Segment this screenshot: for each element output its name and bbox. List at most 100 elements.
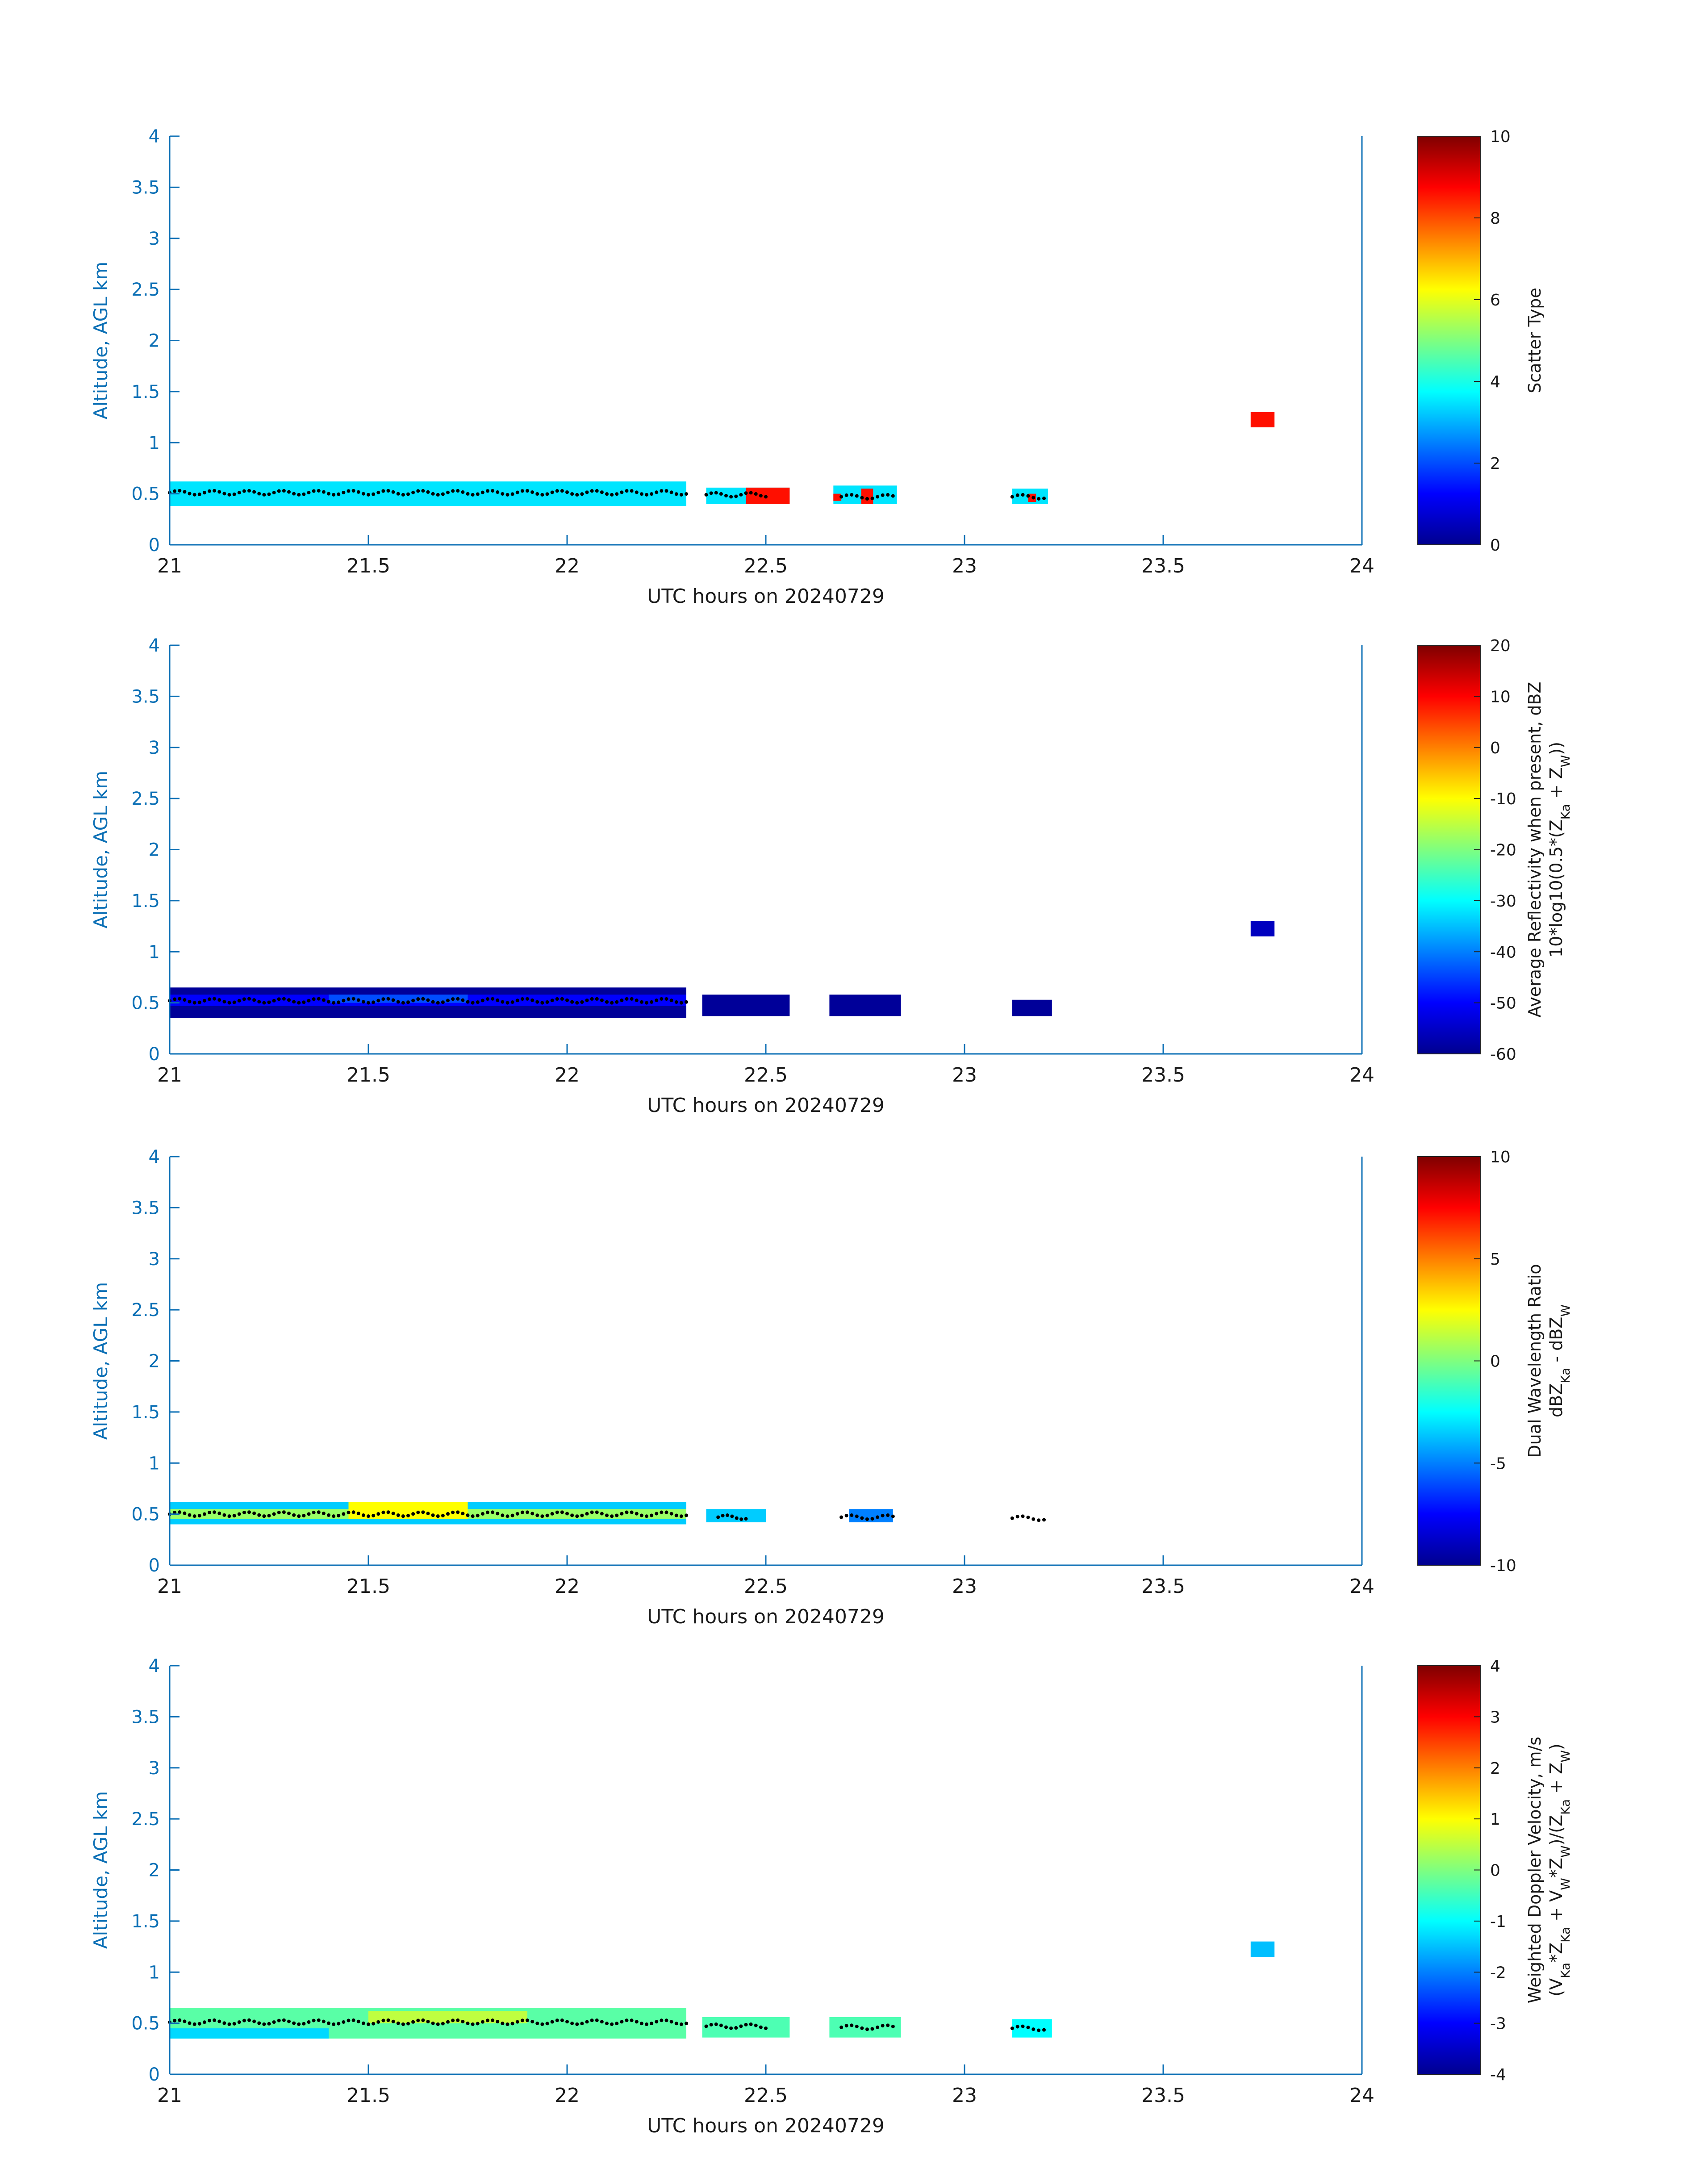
trace-dot <box>287 2019 291 2023</box>
trace-dot <box>262 2022 266 2026</box>
trace-dot <box>860 1516 864 1520</box>
trace-dot <box>639 2022 643 2026</box>
trace-dot <box>645 2022 648 2026</box>
trace-dot <box>545 492 549 496</box>
x-tick-label: 24 <box>1349 1575 1374 1598</box>
y-tick-label: 0.5 <box>131 1504 160 1525</box>
trace-dot <box>650 1000 654 1004</box>
trace-dot <box>679 493 683 497</box>
trace-dot <box>639 1513 643 1517</box>
trace-dot <box>361 1000 365 1004</box>
x-tick-label: 23.5 <box>1141 555 1185 577</box>
trace-dot <box>332 1514 336 1518</box>
trace-dot <box>590 997 594 1001</box>
trace-dot <box>173 2018 177 2022</box>
trace-dot <box>292 1000 296 1004</box>
trace-dot <box>620 1512 624 1516</box>
trace-dot <box>347 489 351 493</box>
trace-dot <box>317 1510 321 1514</box>
x-tick-label: 21 <box>157 1575 182 1598</box>
trace-dot <box>351 489 355 493</box>
trace-dot <box>197 1000 201 1004</box>
trace-dot <box>446 2020 450 2024</box>
y-tick-label: 0 <box>149 2064 160 2085</box>
trace-dot <box>232 492 236 496</box>
trace-dot <box>451 1510 455 1514</box>
heatmap-block <box>1250 1941 1275 1957</box>
trace-dot <box>520 2018 524 2022</box>
trace-dot <box>416 1510 420 1514</box>
trace-dot <box>501 1513 505 1517</box>
trace-dot <box>327 2021 330 2025</box>
colorbar-tick-label: -50 <box>1490 994 1516 1013</box>
y-tick-label: 2.5 <box>131 280 160 300</box>
trace-dot <box>655 490 659 494</box>
trace-dot <box>367 2022 370 2026</box>
trace-dot <box>372 492 376 496</box>
trace-dot <box>431 492 435 496</box>
trace-dot <box>386 489 390 493</box>
trace-dot <box>461 2019 465 2023</box>
trace-dot <box>436 1514 440 1518</box>
trace-dot <box>560 1510 564 1514</box>
trace-dot <box>669 490 673 494</box>
y-tick-label: 0 <box>149 1555 160 1576</box>
x-tick-label: 23.5 <box>1141 1064 1185 1086</box>
trace-dot <box>406 1000 410 1004</box>
trace-dot <box>679 2022 683 2026</box>
trace-dot <box>222 1513 226 1517</box>
trace-dot <box>381 489 385 493</box>
x-tick-label: 23 <box>952 555 977 577</box>
trace-dot <box>735 1516 739 1520</box>
y-tick-label: 4 <box>149 126 160 147</box>
trace-dot <box>1010 2027 1014 2031</box>
trace-dot <box>441 492 445 496</box>
trace-dot <box>292 2021 296 2025</box>
trace-dot <box>416 489 420 493</box>
trace-dot <box>252 2019 256 2023</box>
trace-dot <box>178 489 182 493</box>
trace-dot <box>590 1510 594 1514</box>
trace-dot <box>237 491 241 495</box>
trace-dot <box>322 2019 326 2023</box>
trace-dot <box>530 998 535 1002</box>
trace-dot <box>347 997 351 1001</box>
trace-dot <box>844 493 848 497</box>
trace-dot <box>466 1000 470 1004</box>
trace-dot <box>595 489 599 493</box>
trace-dot <box>411 1512 415 1516</box>
trace-dot <box>317 2018 321 2022</box>
trace-dot <box>844 1513 848 1517</box>
trace-dot <box>197 492 201 496</box>
y-tick-label: 2 <box>149 331 160 351</box>
trace-dot <box>526 997 529 1001</box>
trace-dot <box>555 2018 559 2022</box>
trace-dot <box>416 997 420 1001</box>
trace-dot <box>555 489 559 493</box>
trace-dot <box>635 490 639 494</box>
trace-dot <box>257 2021 261 2025</box>
trace-dot <box>480 2020 484 2024</box>
trace-dot <box>630 489 634 493</box>
trace-dot <box>664 997 668 1001</box>
trace-dot <box>183 1511 187 1515</box>
y-tick-label: 0 <box>149 535 160 556</box>
x-tick-label: 22 <box>555 1575 580 1598</box>
trace-dot <box>192 493 196 497</box>
colorbar-tick-label: -30 <box>1490 892 1516 911</box>
trace-dot <box>1021 2024 1025 2028</box>
colorbar-tick-label: -4 <box>1490 2066 1506 2084</box>
trace-dot <box>396 1513 400 1517</box>
trace-dot <box>262 1001 266 1005</box>
heatmap-block <box>746 487 790 504</box>
trace-dot <box>451 2018 455 2022</box>
trace-dot <box>188 2021 192 2025</box>
trace-dot <box>307 491 311 495</box>
trace-dot <box>749 2022 753 2027</box>
trace-dot <box>570 1513 574 1517</box>
trace-dot <box>734 494 738 498</box>
heatmap-block <box>1250 412 1275 427</box>
trace-dot <box>1015 493 1019 497</box>
trace-dot <box>620 490 624 494</box>
